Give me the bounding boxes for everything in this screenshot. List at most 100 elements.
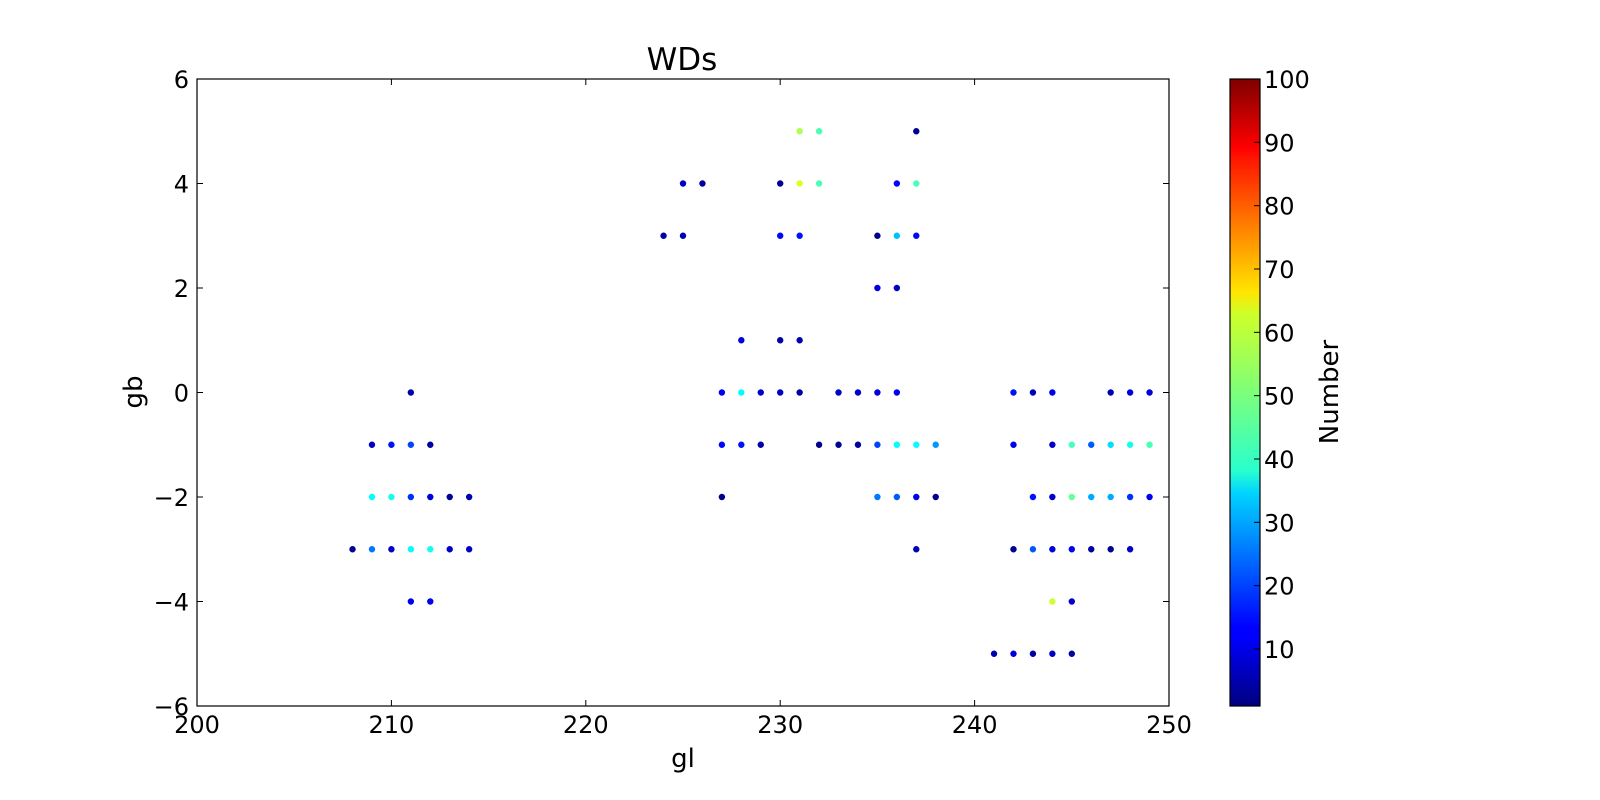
colorbar-tick-label: 70 <box>1264 256 1295 284</box>
data-point <box>1010 389 1017 396</box>
data-point <box>1029 389 1037 396</box>
data-point <box>1107 493 1114 501</box>
data-point <box>1010 441 1017 448</box>
data-point <box>874 389 881 396</box>
data-point <box>1029 650 1037 657</box>
data-point <box>465 546 473 553</box>
x-axis-label: gl <box>671 744 695 774</box>
data-point <box>796 337 803 344</box>
x-axis: 200 210 220 230 240 250 <box>174 79 1192 739</box>
colorbar-tick-label: 30 <box>1264 509 1295 537</box>
data-point <box>1049 650 1056 657</box>
data-point <box>349 546 356 553</box>
data-point <box>446 493 453 501</box>
data-point <box>1010 546 1017 553</box>
data-point <box>1068 441 1076 448</box>
data-point <box>1126 441 1134 448</box>
data-point <box>368 441 376 448</box>
data-point <box>1049 493 1056 501</box>
data-point <box>1049 389 1056 396</box>
colorbar-tick-label: 100 <box>1264 66 1310 94</box>
colorbar-tick-label: 90 <box>1264 129 1295 157</box>
data-point <box>1049 546 1056 553</box>
y-tick-label: −4 <box>154 589 189 617</box>
colorbar <box>1229 78 1261 707</box>
data-point <box>777 389 784 396</box>
data-point <box>815 441 823 448</box>
data-point <box>465 493 473 501</box>
data-point <box>835 441 842 448</box>
data-point <box>893 180 901 187</box>
data-point <box>1088 493 1095 501</box>
data-point <box>1146 389 1153 396</box>
data-point <box>796 180 803 187</box>
data-point <box>990 650 998 657</box>
data-point <box>893 284 901 292</box>
data-point <box>679 180 687 187</box>
data-point <box>1107 546 1114 553</box>
colorbar-ticks: 100 90 80 70 60 50 40 30 20 10 <box>1254 66 1310 664</box>
data-point <box>874 232 881 239</box>
x-tick-label: 230 <box>757 711 803 739</box>
data-point <box>854 441 862 448</box>
data-point <box>893 389 901 396</box>
colorbar-tick-label: 20 <box>1264 573 1295 601</box>
data-point <box>427 598 434 605</box>
y-axis: 6 4 2 0 −2 −4 −6 <box>154 66 1169 721</box>
data-point <box>1068 493 1076 501</box>
data-point <box>1049 441 1056 448</box>
data-point <box>718 493 726 501</box>
data-point <box>1088 441 1095 448</box>
data-point <box>1029 546 1037 553</box>
data-point <box>893 441 901 448</box>
data-point <box>1146 493 1153 501</box>
data-point <box>796 389 803 396</box>
data-point <box>388 546 395 553</box>
x-tick-label: 250 <box>1146 711 1192 739</box>
data-point <box>407 441 415 448</box>
data-point <box>835 389 842 396</box>
data-point <box>388 441 395 448</box>
data-point <box>446 546 453 553</box>
data-point <box>427 493 434 501</box>
data-point <box>1010 650 1017 657</box>
chart-title: WDs <box>647 42 718 78</box>
data-point <box>932 493 939 501</box>
data-point <box>932 441 939 448</box>
data-point <box>738 389 745 396</box>
data-point <box>893 232 901 239</box>
data-point <box>738 337 745 344</box>
data-point <box>1068 546 1076 553</box>
data-point <box>407 493 415 501</box>
data-point <box>1088 546 1095 553</box>
data-point <box>874 441 881 448</box>
data-point <box>388 493 395 501</box>
data-point <box>368 546 376 553</box>
y-tick-label: −6 <box>154 693 189 721</box>
y-tick-label: 6 <box>174 66 189 94</box>
y-tick-label: 4 <box>174 171 189 199</box>
data-point <box>1126 493 1134 501</box>
y-tick-label: −2 <box>154 484 189 512</box>
plot-frame <box>196 78 1170 707</box>
colorbar-tick-label: 10 <box>1264 636 1295 664</box>
data-point <box>1029 493 1037 501</box>
data-point <box>757 441 764 448</box>
x-tick-label: 210 <box>368 711 414 739</box>
data-point <box>757 389 764 396</box>
data-point <box>913 493 920 501</box>
data-point <box>427 546 434 553</box>
data-point <box>738 441 745 448</box>
data-point <box>407 598 415 605</box>
data-point <box>893 493 901 501</box>
y-tick-label: 2 <box>174 275 189 303</box>
colorbar-tick-label: 60 <box>1264 319 1295 347</box>
data-point <box>913 232 920 239</box>
data-point <box>1126 389 1134 396</box>
data-point <box>427 441 434 448</box>
colorbar-tick-label: 50 <box>1264 383 1295 411</box>
data-point <box>1068 598 1076 605</box>
x-tick-label: 240 <box>952 711 998 739</box>
data-point <box>1107 441 1114 448</box>
